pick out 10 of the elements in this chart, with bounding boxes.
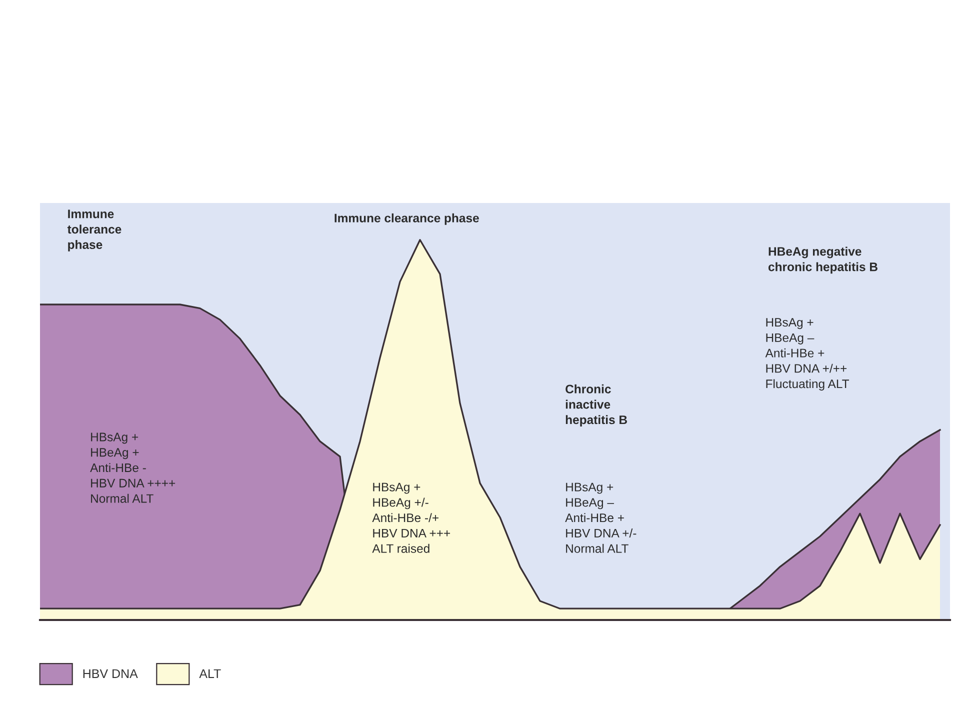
legend-label: ALT bbox=[199, 669, 221, 678]
legend-label: HBV DNA bbox=[83, 669, 138, 678]
text: Immune clearance phase bbox=[334, 213, 479, 225]
annotation: HBsAg + HBeAg – Anti-HBe + HBV DNA +/- Normal ALT bbox=[565, 482, 636, 553]
annotation: Chronic inactive hepatitis B bbox=[566, 384, 627, 427]
annotation: HBeAg negative chronic hepatitis B bbox=[768, 246, 878, 274]
annotation: HBsAg + HBeAg + Anti-HBe - HBV DNA ++++ Normal ALT bbox=[90, 432, 176, 503]
annotation: HBsAg + HBeAg – Anti-HBe + HBV DNA +/++ Fluctuating ALT bbox=[765, 318, 850, 391]
annotation: HBsAg + HBeAg +/- Anti-HBe -/+ HBV DNA +++ ALT raised bbox=[372, 482, 450, 553]
annotation: Immune tolerance phase bbox=[67, 210, 122, 252]
